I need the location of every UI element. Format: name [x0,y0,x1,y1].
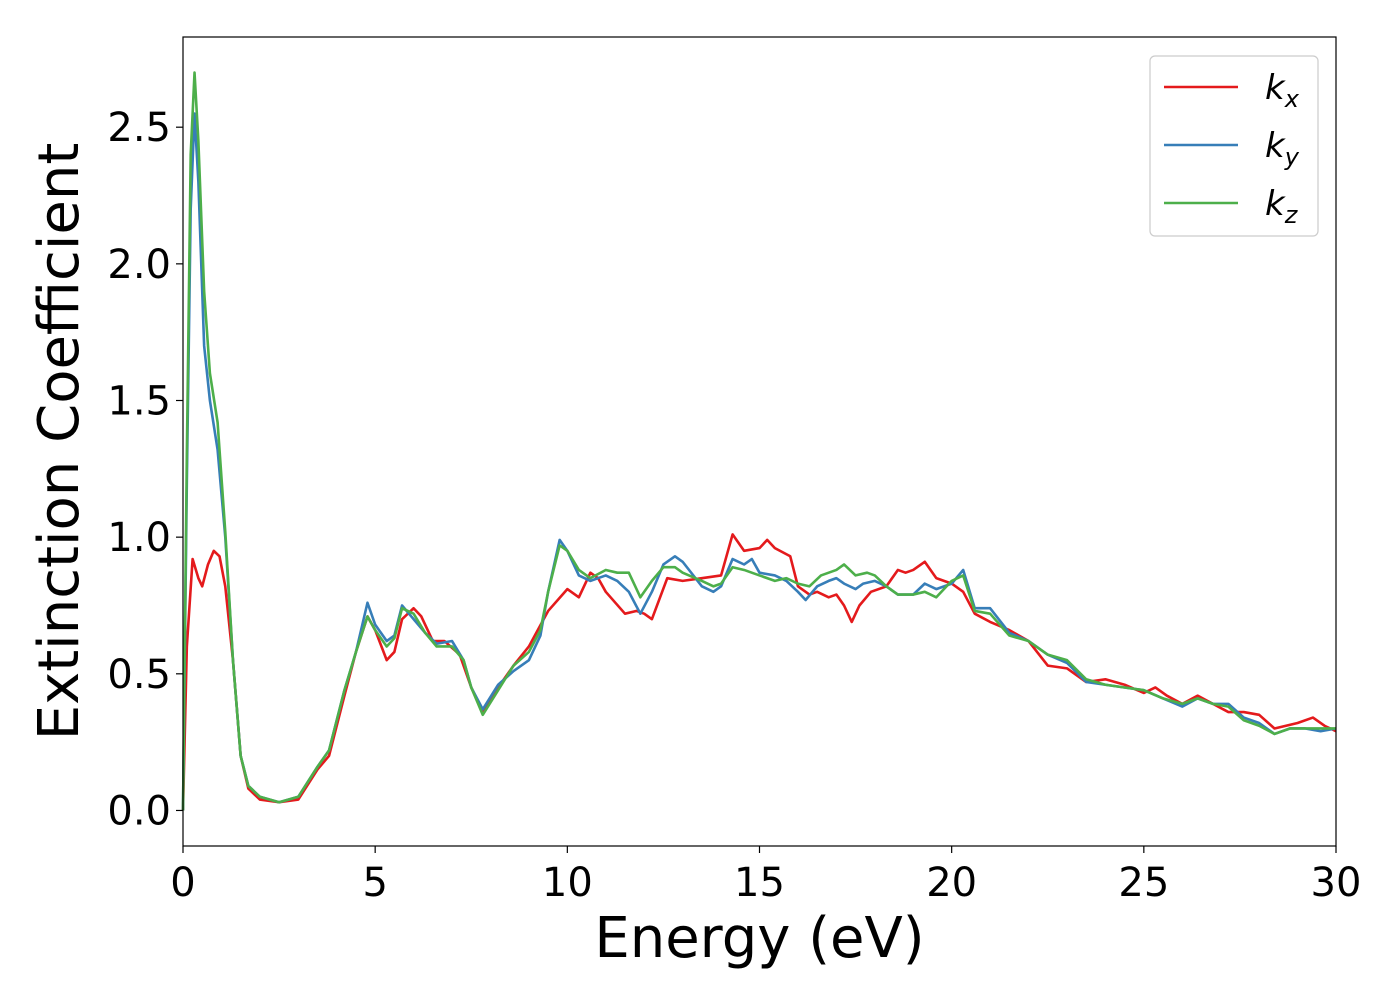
x-tick-label: 10 [542,860,593,906]
legend-label-main: k [1265,184,1286,224]
y-tick-label: 2.5 [107,105,171,151]
y-axis-ticks: 0.0 0.5 1.0 1.5 2.0 2.5 [107,105,183,834]
series-line-kx [181,533,1337,811]
legend-label-kz: kz [1265,184,1299,229]
x-tick-label: 0 [170,860,195,906]
legend-label-subscript: z [1284,201,1299,229]
y-axis-label: Extinction Coefficient [27,143,92,741]
legend-label-main: k [1265,68,1286,108]
x-tick-label: 25 [1118,860,1169,906]
x-axis-label: Energy (eV) [594,906,924,971]
x-tick-label: 30 [1311,860,1362,906]
legend-label-kx: kx [1265,68,1300,113]
y-tick-label: 2.0 [107,242,171,288]
y-tick-label: 0.5 [107,652,171,698]
legend-label-subscript: y [1284,143,1300,171]
plot-lines [181,71,1337,811]
legend-label-main: k [1265,126,1286,166]
legend-label-ky: ky [1265,126,1300,171]
y-tick-label: 1.5 [107,379,171,425]
x-axis-ticks: 0 5 10 15 20 25 30 [170,846,1361,906]
x-tick-label: 20 [926,860,977,906]
series-line-kz [181,71,1336,811]
y-tick-label: 0.0 [107,788,171,834]
y-tick-label: 1.0 [107,515,171,561]
legend-label-subscript: x [1284,85,1300,113]
x-tick-label: 15 [734,860,785,906]
x-tick-label: 5 [362,860,387,906]
